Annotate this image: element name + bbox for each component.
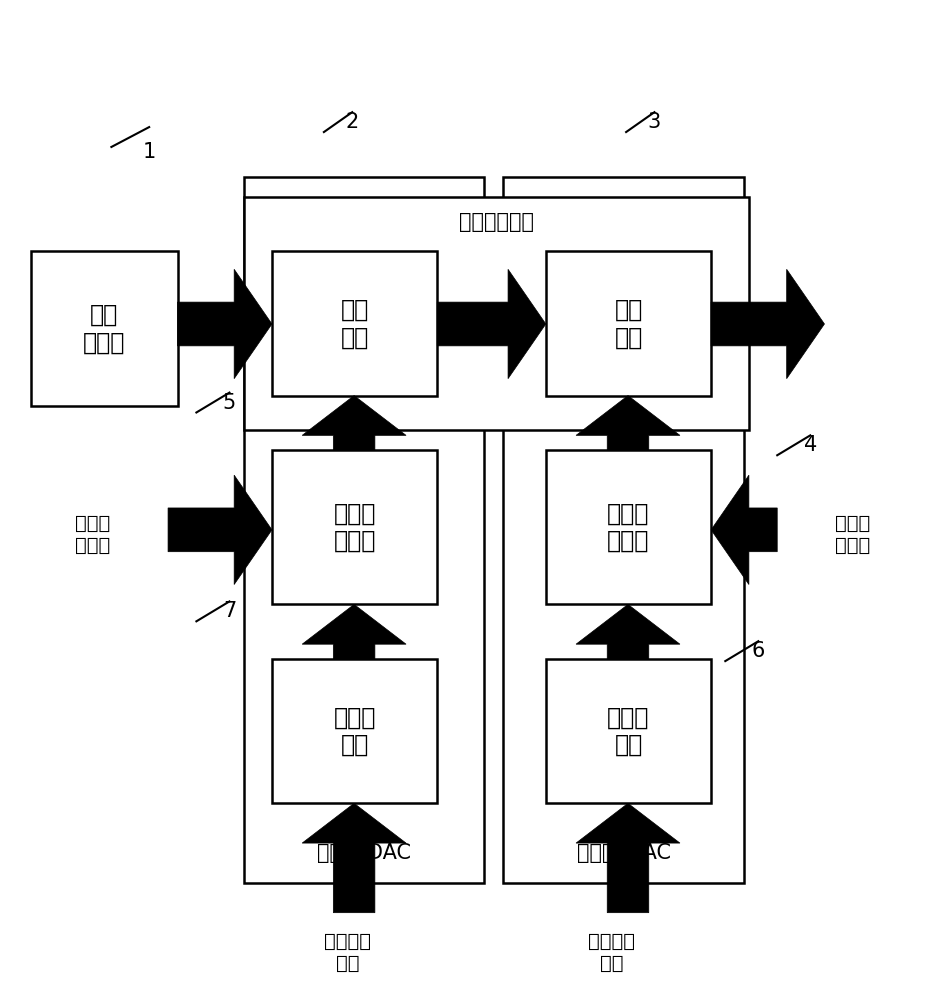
Text: 3: 3 (648, 112, 661, 132)
Text: 第一参
考电流: 第一参 考电流 (835, 514, 870, 555)
Polygon shape (302, 604, 406, 659)
Bar (546, 251, 712, 396)
Bar (272, 659, 437, 803)
Text: 幅度控制DAC: 幅度控制DAC (577, 843, 671, 863)
Polygon shape (712, 475, 777, 585)
Polygon shape (712, 269, 825, 379)
Text: 调幅
单元: 调幅 单元 (615, 298, 642, 349)
Text: 幅度控
制电路: 幅度控 制电路 (607, 501, 650, 553)
Text: 4: 4 (804, 435, 817, 455)
Polygon shape (178, 269, 272, 379)
Bar (272, 450, 437, 604)
Bar (243, 177, 484, 883)
Polygon shape (302, 396, 406, 450)
Bar (31, 251, 178, 406)
Bar (272, 251, 437, 396)
Text: 正交
产生器: 正交 产生器 (83, 303, 125, 354)
Text: 第二译
码器: 第二译 码器 (333, 705, 376, 757)
Text: 相位控制DAC: 相位控制DAC (317, 843, 411, 863)
Polygon shape (576, 604, 680, 659)
Text: 6: 6 (751, 641, 765, 661)
Bar (546, 659, 712, 803)
Polygon shape (168, 475, 272, 585)
Polygon shape (576, 803, 680, 913)
Polygon shape (437, 269, 546, 379)
Bar (546, 450, 712, 604)
Text: 数字控制
信号: 数字控制 信号 (588, 932, 636, 973)
Text: 第二参
考电流: 第二参 考电流 (75, 514, 110, 555)
Text: 5: 5 (223, 393, 236, 413)
Text: 移相
单元: 移相 单元 (340, 298, 369, 349)
Text: 第一译
码器: 第一译 码器 (607, 705, 650, 757)
Text: 7: 7 (223, 601, 236, 621)
Bar (243, 197, 749, 430)
Text: 2: 2 (346, 112, 359, 132)
Text: 相位控
制电路: 相位控 制电路 (333, 501, 376, 553)
Polygon shape (302, 803, 406, 913)
Bar (504, 177, 744, 883)
Text: 数字控制
信号: 数字控制 信号 (324, 932, 371, 973)
Text: 移相调幅单元: 移相调幅单元 (459, 212, 534, 232)
Polygon shape (576, 396, 680, 450)
Text: 1: 1 (142, 142, 156, 162)
